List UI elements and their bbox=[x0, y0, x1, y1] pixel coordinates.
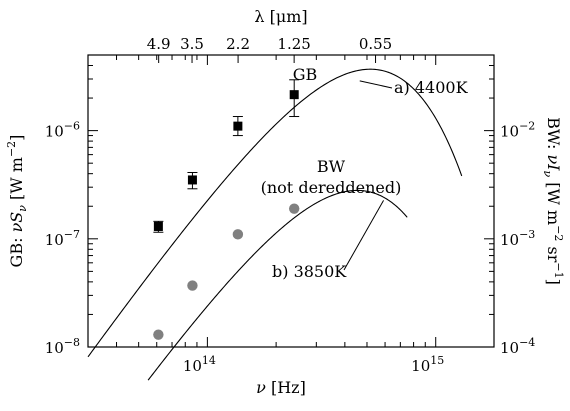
left-tick-label: 10−8 bbox=[45, 336, 80, 357]
bw-point bbox=[288, 203, 300, 214]
right-tick-label: 10−3 bbox=[500, 228, 535, 249]
model-curve-a bbox=[87, 68, 463, 358]
chart-text: 1014 1015 10−8 10−7 10−6 10−4 10−3 10−2 4.9 3.5 2.… bbox=[5, 7, 565, 397]
top-tick-label: 4.9 bbox=[147, 35, 171, 53]
right-axis-title: BW: νIν [W m−2 sr−1] bbox=[541, 117, 565, 285]
left-tick-label: 10−7 bbox=[45, 228, 80, 249]
curve-b-leader bbox=[343, 200, 385, 271]
x-tick-label: 1015 bbox=[411, 354, 444, 375]
top-tick-label: 1.25 bbox=[277, 35, 310, 53]
bw-point bbox=[153, 329, 164, 340]
top-tick-label: 0.55 bbox=[359, 35, 392, 53]
gb-annotation: GB bbox=[293, 65, 318, 84]
curve-a-label: a) 4400K bbox=[394, 78, 469, 97]
gb-point bbox=[187, 175, 197, 185]
x-axis-title: ν [Hz] bbox=[256, 378, 306, 397]
data-points bbox=[153, 79, 300, 340]
right-tick-label: 10−4 bbox=[500, 336, 535, 357]
gb-point bbox=[233, 121, 243, 131]
gb-point bbox=[289, 90, 299, 100]
curve-b-label: b) 3850K bbox=[272, 262, 347, 281]
bw-sub-annotation: (not dereddened) bbox=[261, 178, 402, 197]
gb-point bbox=[153, 221, 163, 231]
bw-annotation: BW bbox=[317, 157, 346, 176]
top-axis-title: λ [μm] bbox=[254, 7, 307, 26]
top-tick-label: 3.5 bbox=[180, 35, 204, 53]
right-tick-label: 10−2 bbox=[500, 120, 535, 141]
x-tick-label: 1014 bbox=[183, 354, 216, 375]
top-tick-label: 2.2 bbox=[226, 35, 250, 53]
plot-frame bbox=[87, 54, 495, 348]
model-curve-b bbox=[147, 189, 408, 381]
curve-a-leader bbox=[359, 80, 393, 89]
model-curves bbox=[87, 68, 463, 381]
axis-ticks bbox=[87, 54, 494, 348]
bw-point bbox=[187, 280, 198, 291]
left-tick-label: 10−6 bbox=[45, 120, 80, 141]
left-axis-title: GB: νSν [W m−2] bbox=[5, 135, 29, 268]
bw-point bbox=[232, 229, 244, 240]
